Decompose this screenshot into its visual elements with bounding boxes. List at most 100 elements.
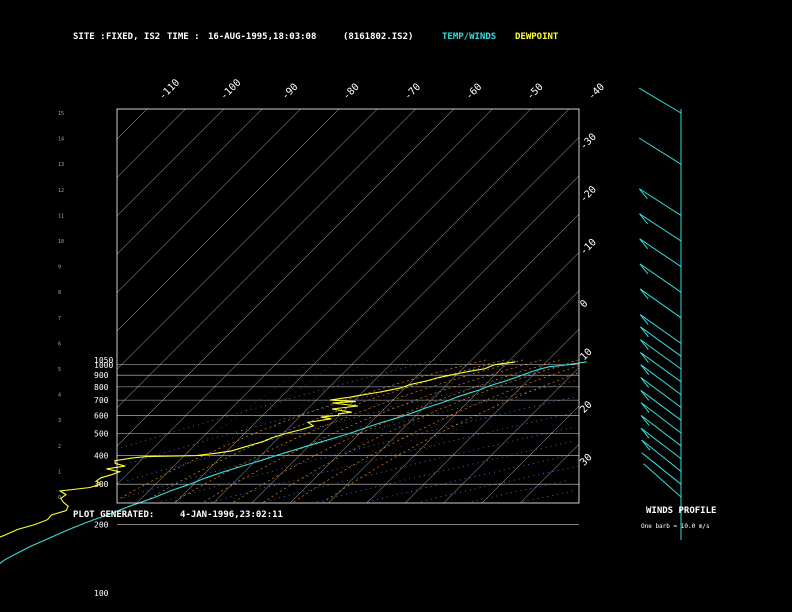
isotherm--30 — [213, 137, 580, 504]
right-temp-tick: 30 — [578, 452, 594, 468]
pressure-label: 800 — [94, 383, 109, 392]
isotherm--140 — [116, 108, 186, 178]
moist-adiabat — [203, 359, 542, 503]
moist-adiabat — [293, 365, 579, 503]
isotherm-50 — [520, 444, 580, 504]
site-label: SITE : — [73, 32, 106, 42]
wind-barb — [639, 314, 682, 344]
mixing-ratio-line — [184, 359, 315, 456]
pressure-label: 600 — [94, 411, 109, 420]
wind-barb — [640, 414, 682, 447]
mixing-ratio-line — [387, 359, 539, 456]
pressure-label: 400 — [94, 452, 109, 461]
wind-barb-feather — [640, 364, 650, 376]
height-tick: 15 — [58, 111, 64, 117]
height-tick: 14 — [58, 137, 64, 143]
top-temp-tick: -40 — [586, 82, 607, 103]
pressure-label: 1000 — [94, 361, 113, 370]
top-temp-tick: -50 — [525, 82, 546, 103]
wind-barb-feather — [639, 263, 649, 275]
wind-barb — [640, 377, 682, 408]
pressure-label: 200 — [94, 520, 109, 529]
wind-barb — [641, 452, 682, 485]
height-tick: 10 — [58, 239, 64, 245]
isotherm--10 — [289, 213, 580, 504]
wind-barb — [638, 137, 682, 165]
height-tick: 5 — [58, 367, 61, 373]
height-tick: 7 — [58, 316, 61, 322]
wind-barb — [643, 463, 682, 498]
pressure-label: 500 — [94, 430, 109, 439]
plot-frame — [116, 108, 580, 504]
generated-value: 4-JAN-1996,23:02:11 — [180, 510, 283, 520]
isotherm--110 — [116, 108, 301, 293]
pressure-label: 1050 — [94, 356, 113, 365]
right-temp-tick: -20 — [578, 184, 599, 205]
isotherm--80 — [116, 108, 416, 408]
pressure-label: 300 — [94, 480, 109, 489]
isotherm-40 — [481, 405, 580, 504]
wind-barb-feather — [640, 402, 650, 413]
top-temp-tick: -80 — [341, 82, 362, 103]
wind-barb-feather — [640, 352, 649, 363]
mixing-ratio-line — [299, 359, 442, 456]
wind-barb-feather — [641, 439, 651, 451]
isotherm-20 — [405, 329, 580, 504]
wind-barb — [639, 213, 682, 242]
dry-adiabat — [210, 411, 577, 503]
height-tick: 12 — [58, 188, 64, 194]
isotherm-30 — [443, 367, 580, 504]
isotherm--100 — [116, 108, 340, 332]
height-tick: 3 — [58, 418, 61, 424]
dry-adiabat — [118, 359, 436, 449]
moist-adiabat — [173, 359, 523, 503]
height-tick: 0 — [58, 495, 61, 501]
wind-barb-feather — [640, 427, 650, 439]
isotherm--20 — [251, 175, 580, 504]
top-temp-tick: -110 — [157, 77, 182, 102]
isotherm--70 — [116, 108, 455, 447]
isotherm--40 — [174, 108, 570, 504]
moist-adiabat — [143, 359, 505, 503]
wind-barb — [638, 87, 682, 114]
wind-barb-feather — [640, 389, 650, 401]
dewpoint-line — [0, 361, 516, 538]
wind-barb-feather — [639, 288, 649, 300]
height-tick: 9 — [58, 265, 61, 271]
right-temp-tick: 0 — [578, 298, 590, 310]
height-tick: 6 — [58, 341, 61, 347]
isotherm--50 — [136, 108, 531, 504]
moist-adiabat — [233, 359, 560, 503]
file-id: (8161802.IS2) — [343, 32, 414, 42]
isotherm--120 — [116, 108, 263, 255]
wind-barb — [641, 439, 682, 472]
pressure-label: 100 — [94, 589, 109, 598]
wind-barb — [639, 188, 682, 216]
top-temp-tick: -100 — [219, 77, 244, 102]
right-temp-tick: 20 — [578, 399, 594, 415]
top-temp-tick: -60 — [464, 82, 485, 103]
isotherm--60 — [116, 108, 493, 485]
mixing-ratio-line — [270, 359, 409, 456]
site-value: FIXED, IS2 — [106, 32, 161, 42]
generated-label: PLOT GENERATED: — [73, 510, 155, 520]
isotherm--90 — [116, 108, 378, 370]
wind-barb — [640, 402, 682, 434]
wind-barb — [639, 288, 682, 319]
time-value: 16-AUG-1995,18:03:08 — [208, 32, 317, 42]
temperature-line — [0, 361, 587, 565]
dry-adiabat — [159, 396, 574, 503]
height-tick: 13 — [58, 162, 64, 168]
wind-barb-feather — [639, 314, 649, 325]
dry-adiabat — [365, 455, 569, 503]
mixing-ratio-line — [208, 359, 341, 456]
wind-barb-feather — [638, 188, 648, 200]
dry-adiabat — [262, 427, 572, 503]
wind-barb-feather — [639, 213, 648, 225]
wind-barb-feather — [640, 339, 649, 350]
wind-barb-feather — [639, 238, 649, 250]
pressure-label: 900 — [94, 371, 109, 380]
winds-scale-note: One barb = 10.0 m/s — [641, 523, 710, 530]
moist-adiabat — [323, 372, 578, 503]
dry-adiabat — [520, 490, 573, 503]
